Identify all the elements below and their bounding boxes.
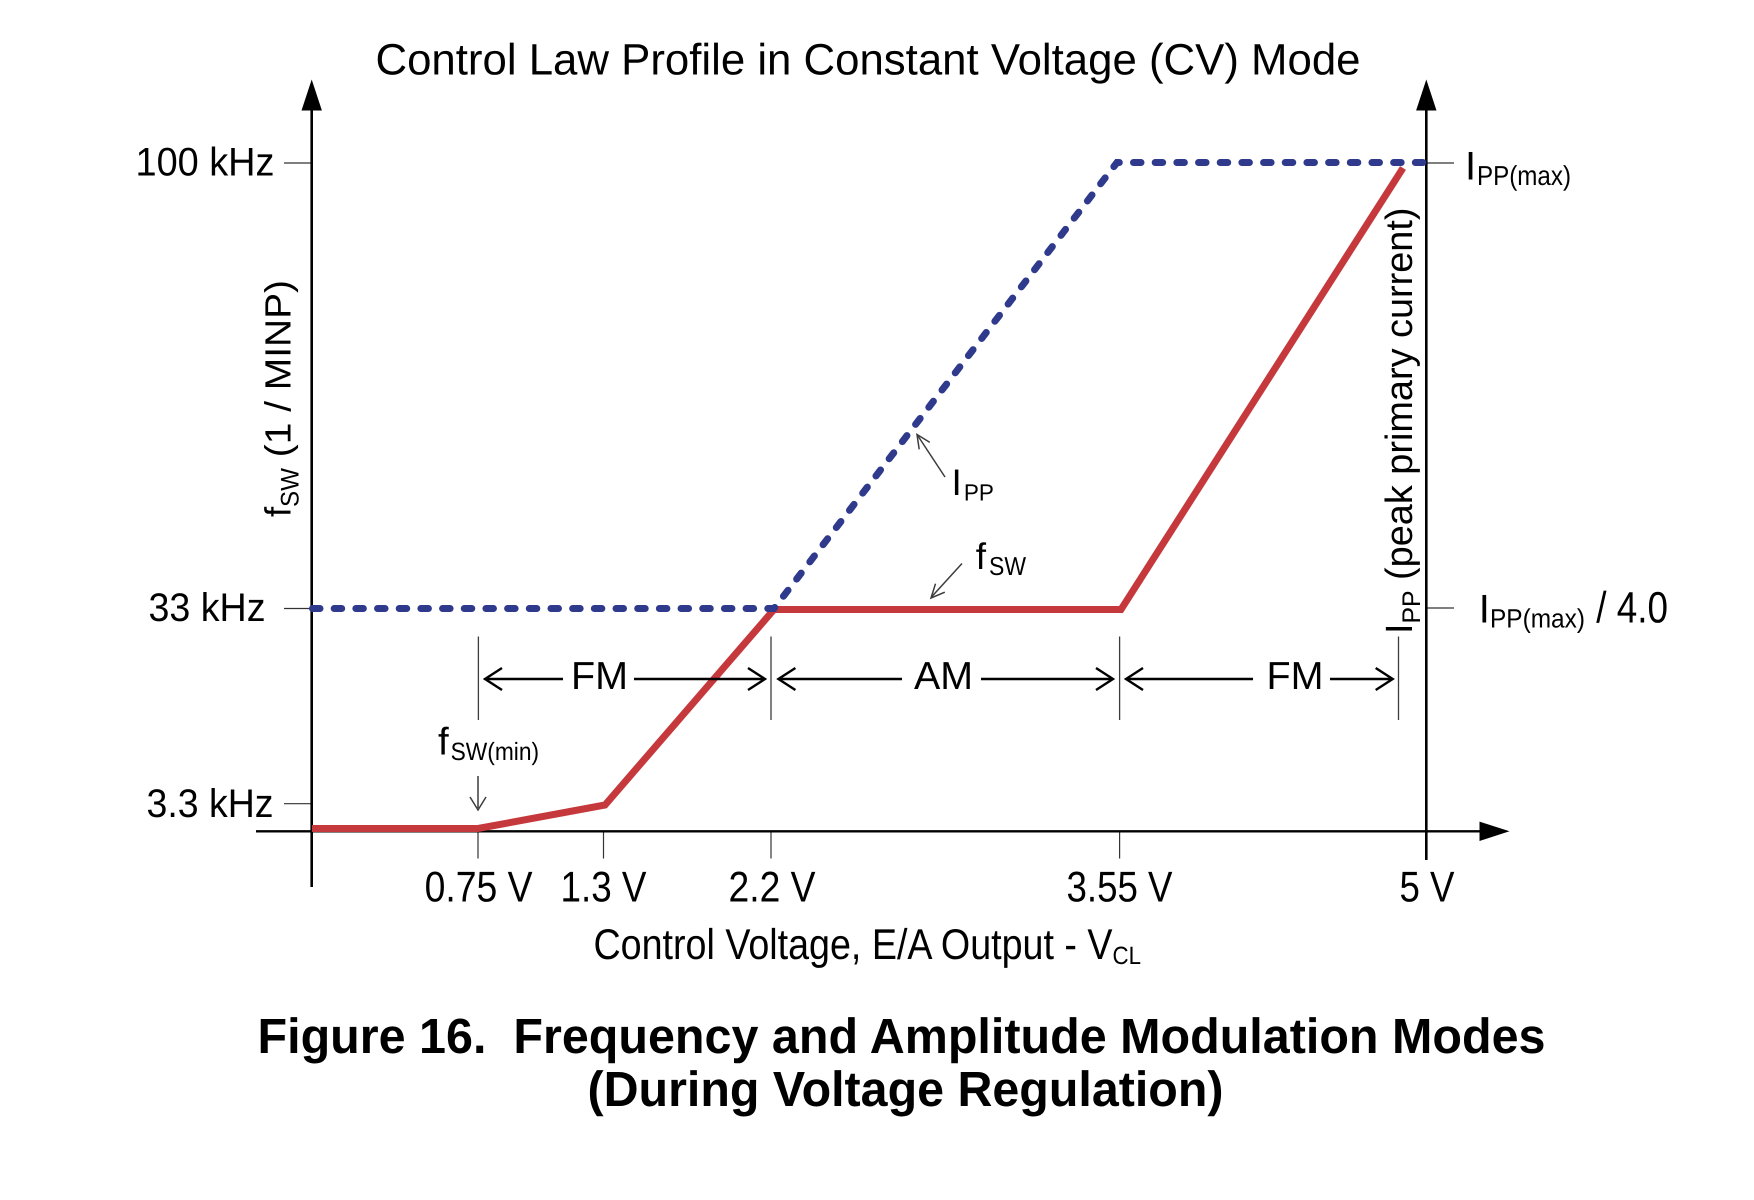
svg-text:FM: FM [1267, 655, 1324, 698]
svg-text:f: f [438, 721, 449, 764]
svg-text:(During Voltage Regulation): (During Voltage Regulation) [588, 1062, 1224, 1117]
svg-text:/ 4.0: / 4.0 [1586, 584, 1668, 633]
svg-text:100 kHz: 100 kHz [136, 141, 275, 185]
svg-text:f: f [258, 506, 299, 517]
svg-text:SW(min): SW(min) [451, 738, 539, 766]
svg-text:3.55 V: 3.55 V [1067, 864, 1173, 912]
svg-text:FM: FM [571, 655, 628, 698]
svg-text:Control Voltage, E/A Output -: Control Voltage, E/A Output - V [594, 921, 1113, 969]
svg-text:I: I [952, 462, 962, 503]
svg-text:Figure 16. Frequency and Ampl: Figure 16. Frequency and Amplitude Modul… [258, 1009, 1546, 1064]
svg-text:33 kHz: 33 kHz [149, 586, 266, 630]
svg-text:(1 / MINP): (1 / MINP) [258, 280, 299, 468]
svg-text:0.75 V: 0.75 V [425, 864, 533, 912]
svg-text:CL: CL [1113, 942, 1142, 970]
svg-text:PP: PP [964, 479, 994, 505]
svg-text:Control Law Profile in Constan: Control Law Profile in Constant Voltage … [376, 36, 1361, 85]
svg-text:PP: PP [1398, 591, 1426, 624]
svg-text:I: I [1479, 588, 1490, 632]
svg-text:2.2 V: 2.2 V [729, 864, 816, 912]
svg-text:I: I [1379, 623, 1421, 634]
svg-text:3.3 kHz: 3.3 kHz [147, 782, 274, 826]
svg-text:1.3 V: 1.3 V [561, 864, 647, 912]
svg-text:f: f [976, 536, 987, 577]
svg-text:I: I [1465, 145, 1476, 189]
svg-text:SW: SW [277, 468, 305, 507]
svg-text:PP(max): PP(max) [1477, 160, 1571, 191]
svg-text:5 V: 5 V [1400, 864, 1455, 912]
svg-text:AM: AM [914, 655, 973, 698]
svg-text:(peak primary current): (peak primary current) [1379, 208, 1421, 591]
svg-text:PP(max): PP(max) [1490, 604, 1585, 634]
svg-text:SW: SW [989, 551, 1026, 581]
